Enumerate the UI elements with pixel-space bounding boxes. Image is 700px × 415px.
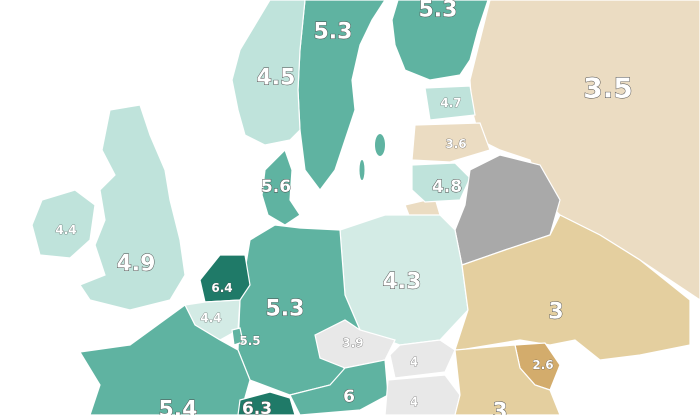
value-label-moldova: 2.6 [532, 358, 553, 372]
value-label-switzerland: 6.3 [242, 399, 272, 415]
value-label-austria: 6 [343, 387, 355, 407]
value-label-norway: 4.5 [257, 66, 296, 91]
region-finland[interactable] [391, 0, 489, 81]
region-estonia[interactable] [424, 85, 476, 121]
region-hungary[interactable] [384, 374, 461, 415]
value-label-uk: 4.9 [117, 252, 156, 277]
value-label-germany: 5.3 [266, 297, 305, 322]
value-label-sweden: 5.3 [314, 20, 353, 45]
value-label-netherlands: 6.4 [211, 281, 232, 295]
value-label-ireland: 4.4 [55, 223, 76, 237]
value-label-ukraine: 3 [548, 300, 563, 325]
value-label-slovakia: 4 [410, 355, 418, 369]
region-austria[interactable] [289, 359, 389, 415]
value-label-poland: 4.3 [383, 270, 422, 295]
value-label-hungary: 4 [410, 395, 418, 409]
value-label-russia: 3.5 [583, 72, 633, 105]
region-romania[interactable] [454, 344, 561, 415]
value-label-finland: 5.3 [419, 0, 458, 23]
value-label-czechia: 3.9 [342, 336, 363, 350]
value-label-denmark: 5.6 [261, 177, 291, 197]
value-label-romania: 3 [492, 400, 507, 415]
region-switzerland[interactable] [237, 391, 296, 415]
region-slovakia[interactable] [389, 339, 456, 379]
value-label-luxembourg: 5.5 [239, 334, 260, 348]
region-denmark[interactable] [261, 148, 301, 226]
region-norway[interactable] [231, 0, 306, 146]
region-czechia[interactable] [314, 319, 396, 369]
island-oland [359, 160, 365, 180]
value-label-france: 5.4 [159, 398, 198, 415]
value-label-estonia: 4.7 [440, 96, 461, 110]
region-latvia[interactable] [411, 122, 491, 163]
island-gotland [375, 134, 385, 156]
region-luxembourg[interactable] [231, 327, 244, 346]
region-lithuania[interactable] [411, 162, 471, 203]
value-label-latvia: 3.6 [445, 137, 466, 151]
region-ireland[interactable] [31, 189, 96, 259]
value-label-lithuania: 4.8 [432, 177, 462, 197]
region-uk[interactable] [79, 104, 186, 311]
region-france[interactable] [79, 304, 251, 415]
value-label-belgium: 4.4 [200, 311, 221, 325]
